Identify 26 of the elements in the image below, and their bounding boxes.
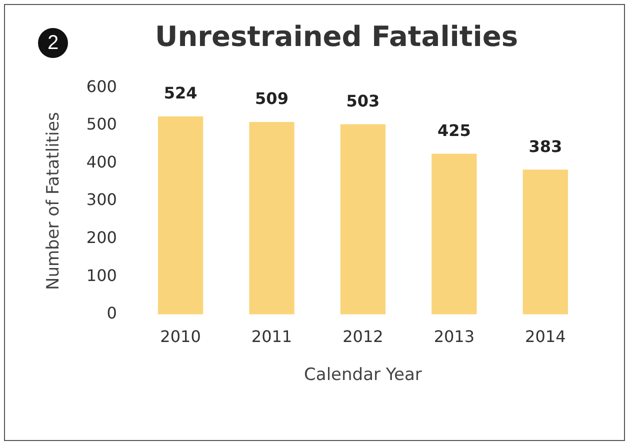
y-tick-label: 300 [86,190,117,210]
x-tick-label: 2012 [342,327,384,346]
bar [158,116,204,314]
data-label: 425 [437,120,471,140]
data-label: 524 [164,83,198,102]
y-tick-label: 400 [86,152,117,172]
x-tick-label: 2013 [434,327,475,346]
number-badge-icon: 2 [38,28,68,58]
x-tick-label: 2014 [525,327,566,346]
y-axis-title: Number of Fatatlities [44,112,64,290]
y-tick-label: 100 [86,266,117,285]
data-label: 503 [346,91,380,110]
data-label: 509 [255,89,288,108]
y-tick-label: 200 [86,228,117,247]
x-tick-label: 2010 [160,327,201,346]
y-tick-label: 500 [86,114,117,134]
x-axis-title: Calendar Year [304,365,422,386]
x-tick-label: 2011 [251,327,292,346]
bar [432,154,477,314]
bar [340,124,386,314]
data-label: 383 [528,136,562,156]
bar [522,170,568,314]
chart-title: Unrestrained Fatalities [155,20,518,53]
bar [249,122,294,314]
y-tick-label: 600 [86,76,117,96]
y-tick-label: 0 [106,304,117,323]
